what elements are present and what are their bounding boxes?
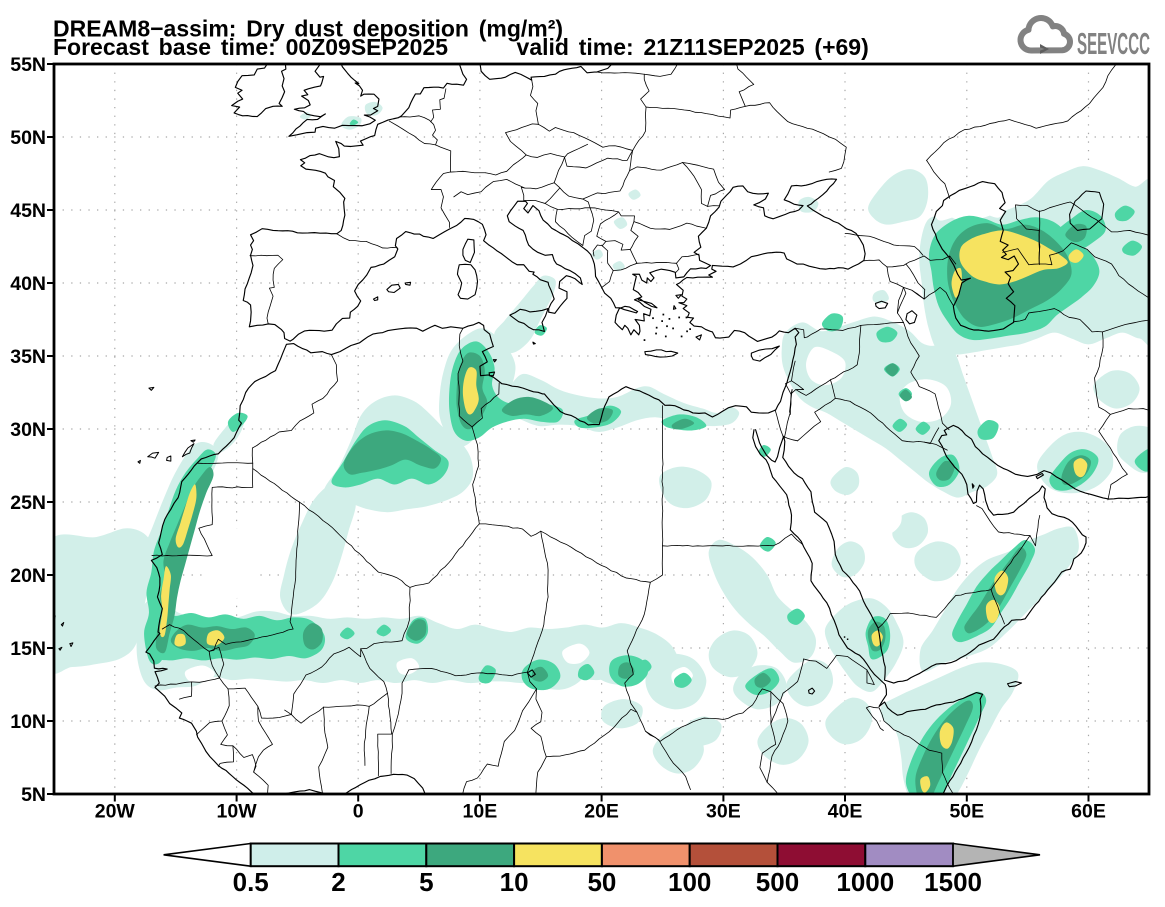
svg-text:1000: 1000	[836, 867, 894, 897]
svg-text:1500: 1500	[924, 867, 982, 897]
svg-text:20E: 20E	[584, 801, 619, 823]
svg-text:20W: 20W	[95, 801, 136, 823]
svg-text:5N: 5N	[21, 784, 46, 806]
svg-text:15N: 15N	[10, 638, 46, 660]
svg-text:50: 50	[587, 867, 616, 897]
svg-text:50E: 50E	[949, 801, 984, 823]
svg-text:50N: 50N	[10, 127, 46, 149]
svg-text:30N: 30N	[10, 419, 46, 441]
svg-text:40E: 40E	[828, 801, 863, 823]
svg-text:35N: 35N	[10, 346, 46, 368]
svg-text:10N: 10N	[10, 711, 46, 733]
svg-text:55N: 55N	[10, 54, 46, 76]
svg-text:100: 100	[668, 867, 711, 897]
svg-text:2: 2	[331, 867, 345, 897]
svg-text:20N: 20N	[10, 565, 46, 587]
svg-text:10W: 10W	[217, 801, 258, 823]
svg-text:5: 5	[419, 867, 433, 897]
svg-text:10E: 10E	[463, 801, 498, 823]
svg-text:40N: 40N	[10, 273, 46, 295]
svg-text:0.5: 0.5	[233, 867, 269, 897]
svg-text:30E: 30E	[706, 801, 741, 823]
svg-text:60E: 60E	[1071, 801, 1106, 823]
svg-text:500: 500	[756, 867, 799, 897]
svg-text:SEEVCCC: SEEVCCC	[1077, 26, 1150, 61]
svg-text:25N: 25N	[10, 492, 46, 514]
svg-text:DREAM8−assim: Dry dust deposit: DREAM8−assim: Dry dust deposition (mg/m²…	[53, 15, 563, 41]
svg-text:0: 0	[353, 801, 364, 823]
svg-text:45N: 45N	[10, 200, 46, 222]
svg-text:Forecast base time: 00Z09SEP20: Forecast base time: 00Z09SEP2025 valid t…	[53, 34, 869, 60]
svg-text:10: 10	[500, 867, 529, 897]
